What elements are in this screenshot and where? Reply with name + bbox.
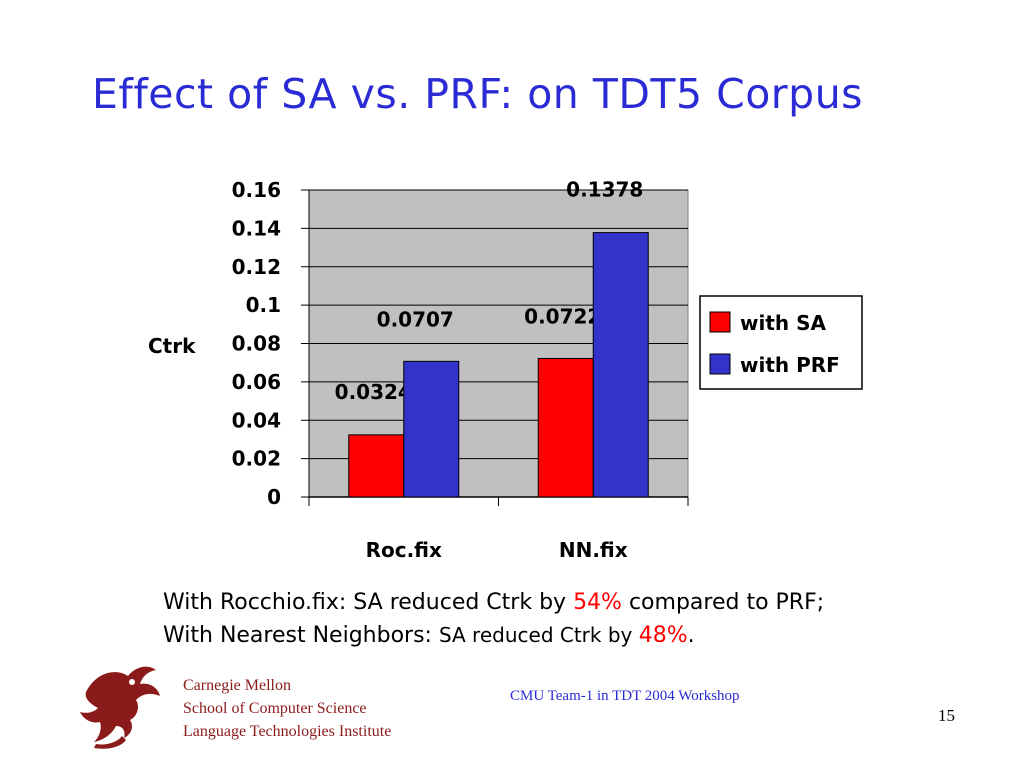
data-label: 0.0707 (377, 307, 454, 331)
cmu-griffin-logo (80, 666, 160, 749)
bar-with-sa (348, 434, 405, 498)
legend-label: with PRF (740, 353, 840, 377)
org-school: School of Computer Science (183, 700, 367, 717)
bar-with-prf (592, 232, 649, 498)
legend-label: with SA (740, 311, 826, 335)
legend-swatch (709, 311, 731, 333)
y-tick-label: 0.12 (232, 255, 281, 279)
page-number: 15 (938, 706, 955, 725)
y-tick-label: 0.06 (232, 370, 281, 394)
org-institute: Language Technologies Institute (183, 723, 392, 740)
bar-with-prf (403, 360, 460, 498)
data-label: 0.1378 (566, 178, 643, 202)
y-tick-label: 0.02 (232, 447, 281, 471)
y-tick-label: 0.1 (246, 293, 281, 317)
note-line-2-suffix: . (687, 623, 695, 648)
notes-block: With Rocchio.fix: SA reduced Ctrk by 54%… (163, 586, 824, 652)
slide-title: Effect of SA vs. PRF: on TDT5 Corpus (92, 70, 864, 118)
data-label: 0.0722 (524, 304, 601, 328)
y-tick-label: 0.04 (232, 408, 281, 432)
note-line-2: With Nearest Neighbors: SA reduced Ctrk … (163, 619, 824, 652)
note-line-2-text: With Nearest Neighbors: (163, 623, 439, 648)
y-tick-label: 0.16 (232, 178, 281, 202)
note-line-1-suffix: compared to PRF; (621, 590, 825, 615)
y-tick-label: 0.08 (232, 332, 281, 356)
org-name: Carnegie Mellon (183, 677, 291, 694)
note-line-1-text: With Rocchio.fix: SA reduced Ctrk by (163, 590, 574, 615)
note-line-1-percent: 54% (573, 590, 622, 615)
footer-workshop: CMU Team-1 in TDT 2004 Workshop (510, 688, 740, 704)
y-axis-label: Ctrk (148, 334, 196, 358)
note-line-2-percent: 48% (638, 623, 688, 648)
note-line-1: With Rocchio.fix: SA reduced Ctrk by 54%… (163, 586, 824, 619)
data-label: 0.0324 (335, 380, 412, 404)
legend-swatch (709, 353, 731, 375)
footer-organization: Carnegie Mellon School of Computer Scien… (183, 674, 391, 743)
bar-with-sa (537, 357, 594, 498)
x-tick-label: NN.fix (559, 538, 628, 562)
y-tick-label: 0 (267, 485, 281, 509)
note-line-2-mid: SA reduced Ctrk by (438, 623, 639, 647)
y-tick-label: 0.14 (232, 216, 281, 240)
x-tick-label: Roc.fix (366, 538, 442, 562)
bar-chart: 0 0.02 0.04 0.06 0.08 0.1 0.12 0.14 0.16 Ctrk 0.03… (148, 178, 863, 562)
